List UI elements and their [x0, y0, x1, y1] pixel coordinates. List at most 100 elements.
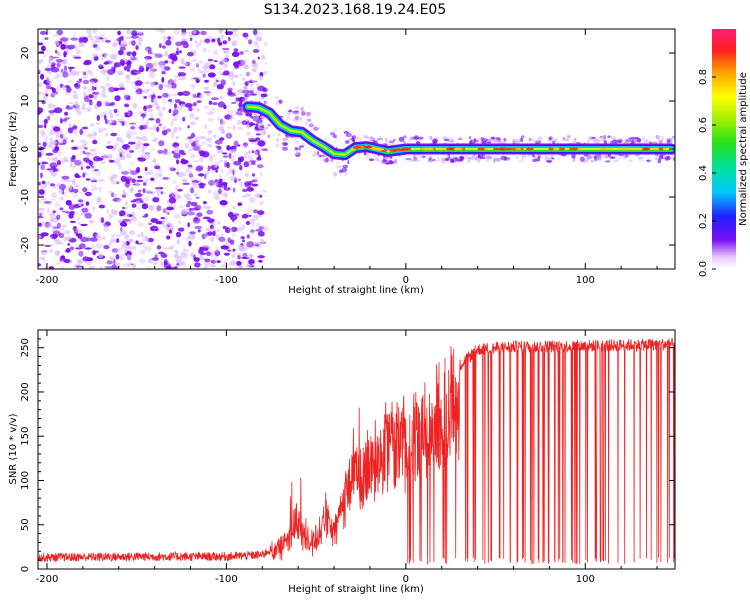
noise-blob: [219, 95, 223, 101]
noise-blob: [92, 250, 97, 256]
noise-blob: [94, 171, 102, 176]
noise-blob: [115, 262, 121, 267]
ridge-scatter: [293, 117, 299, 123]
noise-blob: [73, 56, 82, 59]
noise-blob: [82, 86, 88, 90]
noise-blob: [159, 64, 166, 69]
ridge-hotspot: [568, 147, 579, 151]
noise-blob: [178, 128, 182, 131]
noise-blob: [188, 208, 192, 212]
noise-blob: [44, 135, 49, 143]
noise-blob: [92, 206, 96, 212]
ridge-scatter: [609, 156, 614, 159]
ridge-hotspot: [628, 147, 634, 151]
noise-blob: [206, 209, 214, 215]
y-tick-label: -20: [20, 237, 31, 253]
noise-blob: [62, 59, 67, 63]
noise-blob: [212, 220, 216, 227]
noise-blob: [172, 180, 178, 184]
noise-blob: [126, 187, 130, 189]
noise-blob: [241, 89, 251, 94]
noise-blob: [185, 203, 191, 208]
noise-blob: [208, 246, 212, 250]
noise-blob: [246, 241, 255, 248]
ridge-scatter: [385, 162, 390, 165]
noise-blob: [125, 36, 131, 39]
noise-blob: [147, 94, 151, 100]
noise-blob: [175, 41, 183, 46]
noise-blob: [125, 77, 131, 84]
noise-blob: [138, 258, 146, 264]
noise-blob: [84, 247, 92, 250]
noise-blob: [89, 148, 97, 152]
noise-blob: [153, 103, 160, 106]
noise-blob: [237, 202, 243, 207]
noise-blob: [203, 61, 211, 68]
noise-blob: [158, 140, 165, 147]
noise-blob: [119, 210, 126, 216]
noise-blob: [264, 41, 268, 47]
ridge-scatter: [336, 165, 343, 169]
x-tick-label: 0: [403, 574, 409, 585]
noise-blob: [186, 31, 193, 34]
noise-blob: [108, 159, 115, 163]
noise-blob: [39, 30, 47, 35]
noise-blob: [259, 200, 264, 206]
noise-blob: [213, 134, 216, 139]
noise-blob: [173, 126, 177, 133]
ridge-scatter: [664, 155, 671, 161]
ridge-scatter: [546, 159, 552, 163]
noise-blob: [138, 36, 144, 42]
noise-blob: [44, 67, 52, 72]
noise-blob: [154, 165, 161, 170]
noise-blob: [110, 234, 116, 238]
noise-blob: [150, 68, 158, 72]
ridge-scatter: [622, 153, 628, 158]
noise-blob: [59, 266, 66, 269]
ridge-scatter: [500, 155, 507, 161]
noise-blob: [47, 145, 53, 148]
noise-blob: [188, 240, 192, 247]
noise-blob: [190, 252, 195, 258]
noise-blob: [98, 186, 102, 192]
noise-blob: [73, 226, 77, 229]
noise-blob: [89, 80, 95, 85]
noise-blob: [60, 43, 66, 50]
noise-blob: [54, 183, 62, 187]
noise-blob: [151, 95, 155, 98]
snr-y-axis-label: SNR (10 * v/v): [8, 413, 19, 484]
noise-blob: [142, 182, 147, 186]
noise-blob: [231, 42, 239, 46]
noise-blob: [82, 187, 88, 193]
ridge-scatter: [245, 112, 249, 116]
ridge-scatter: [368, 158, 375, 161]
ridge-hotspot: [454, 147, 460, 151]
ridge-scatter: [342, 164, 349, 169]
noise-blob: [122, 218, 131, 222]
noise-blob: [159, 29, 166, 33]
noise-blob: [111, 42, 116, 47]
noise-blob: [201, 141, 207, 145]
noise-blob: [157, 149, 165, 154]
noise-blob: [110, 214, 114, 218]
noise-blob: [215, 181, 219, 186]
noise-blob: [164, 50, 168, 57]
noise-blob: [100, 161, 106, 164]
noise-blob: [209, 155, 213, 162]
noise-blob: [204, 66, 210, 72]
noise-blob: [222, 204, 226, 208]
noise-blob: [55, 73, 61, 78]
noise-blob: [52, 109, 58, 113]
noise-blob: [263, 70, 268, 75]
noise-blob: [202, 47, 207, 52]
noise-blob: [41, 180, 46, 185]
noise-blob: [212, 153, 216, 158]
noise-blob: [80, 163, 85, 167]
noise-blob: [147, 258, 153, 264]
noise-blob: [112, 209, 118, 216]
noise-blob: [215, 169, 218, 173]
noise-blob: [182, 117, 186, 122]
noise-blob: [122, 240, 127, 246]
ridge-scatter: [621, 156, 628, 160]
noise-blob: [204, 258, 211, 263]
